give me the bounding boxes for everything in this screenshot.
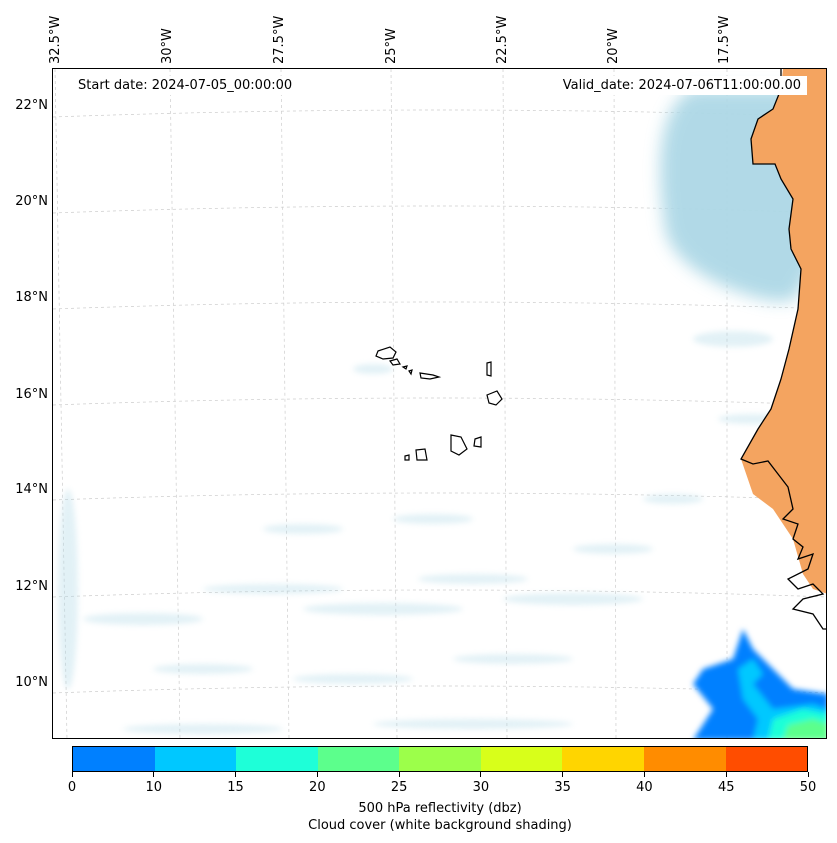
colorbar-tick-mark xyxy=(725,772,727,777)
longitude-label: 22.5°W xyxy=(495,15,510,64)
colorbar-tick-label: 10 xyxy=(145,780,163,795)
colorbar-tick-mark xyxy=(562,772,564,777)
longitude-label: 20°W xyxy=(606,28,621,64)
meridian-gridline xyxy=(169,69,181,738)
valid-date-label: Valid_date: 2024-07-06T11:00:00.00 xyxy=(556,76,807,95)
map-panel[interactable] xyxy=(52,68,827,739)
colorbar-tick-label: 25 xyxy=(390,780,408,795)
meridian-gridline xyxy=(613,69,617,738)
longitude-label: 27.5°W xyxy=(272,15,287,64)
parallel-gridline xyxy=(53,205,826,214)
colorbar-tick-label: 0 xyxy=(67,780,77,795)
cape-verde-islands[interactable] xyxy=(375,346,503,461)
colorbar-tick-mark xyxy=(807,772,809,777)
colorbar-tick-label: 45 xyxy=(717,780,735,795)
land-shading-layer xyxy=(741,69,826,594)
colorbar-label: 500 hPa reflectivity (dbz) xyxy=(358,801,522,816)
colorbar-segment xyxy=(480,747,563,771)
latitude-label: 20°N xyxy=(15,194,48,209)
colorbar-segment xyxy=(236,747,318,771)
coastline-layer xyxy=(740,69,826,630)
colorbar-tick-label: 50 xyxy=(799,780,817,795)
colorbar-segment xyxy=(562,747,644,771)
latitude-label: 16°N xyxy=(15,387,48,402)
colorbar-tick-label: 15 xyxy=(227,780,244,795)
reflectivity-contour xyxy=(783,719,826,738)
start-date-label: Start date: 2024-07-05_00:00:00 xyxy=(72,76,299,95)
cloud-cover-layer xyxy=(58,89,813,734)
colorbar-tick-label: 30 xyxy=(472,780,490,795)
latitude-label: 22°N xyxy=(15,98,48,113)
meridian-gridline xyxy=(280,69,290,738)
longitude-label: 30°W xyxy=(160,28,175,64)
parallel-gridline xyxy=(53,397,826,406)
colorbar-segment xyxy=(725,747,808,771)
map-canvas xyxy=(53,69,826,738)
longitude-label: 32.5°W xyxy=(48,15,63,64)
longitude-label: 25°W xyxy=(384,28,399,64)
colorbar-tick-mark xyxy=(643,772,645,777)
parallel-gridline xyxy=(53,685,826,694)
parallel-gridline xyxy=(53,301,826,310)
latitude-label: 12°N xyxy=(15,579,48,594)
colorbar-segment xyxy=(643,747,726,771)
colorbar-tick-mark xyxy=(71,772,73,777)
colorbar-tick-label: 20 xyxy=(309,780,326,795)
reflectivity-layer xyxy=(693,629,826,738)
colorbar-segment xyxy=(399,747,481,771)
colorbar-tick-mark xyxy=(398,772,400,777)
parallel-gridline xyxy=(53,492,826,501)
meridian-gridline xyxy=(502,69,508,738)
colorbar-segment xyxy=(73,747,155,771)
reflectivity-colorbar xyxy=(72,746,808,772)
colorbar-tick-label: 35 xyxy=(554,780,571,795)
colorbar-tick-mark xyxy=(153,772,155,777)
colorbar-tick-mark xyxy=(316,772,318,777)
latitude-label: 10°N xyxy=(15,675,48,690)
colorbar-tick-mark xyxy=(480,772,482,777)
colorbar-tick-label: 40 xyxy=(636,780,653,795)
parallel-gridline xyxy=(53,589,826,598)
colorbar-segment xyxy=(317,747,400,771)
parallel-gridline xyxy=(53,109,826,118)
colorbar-tick-mark xyxy=(235,772,237,777)
meridian-gridline xyxy=(390,69,398,738)
colorbar-sublabel: Cloud cover (white background shading) xyxy=(308,818,572,833)
longitude-label: 17.5°W xyxy=(717,15,732,64)
latitude-label: 18°N xyxy=(15,290,48,305)
colorbar-segment xyxy=(154,747,237,771)
latitude-label: 14°N xyxy=(15,482,48,497)
